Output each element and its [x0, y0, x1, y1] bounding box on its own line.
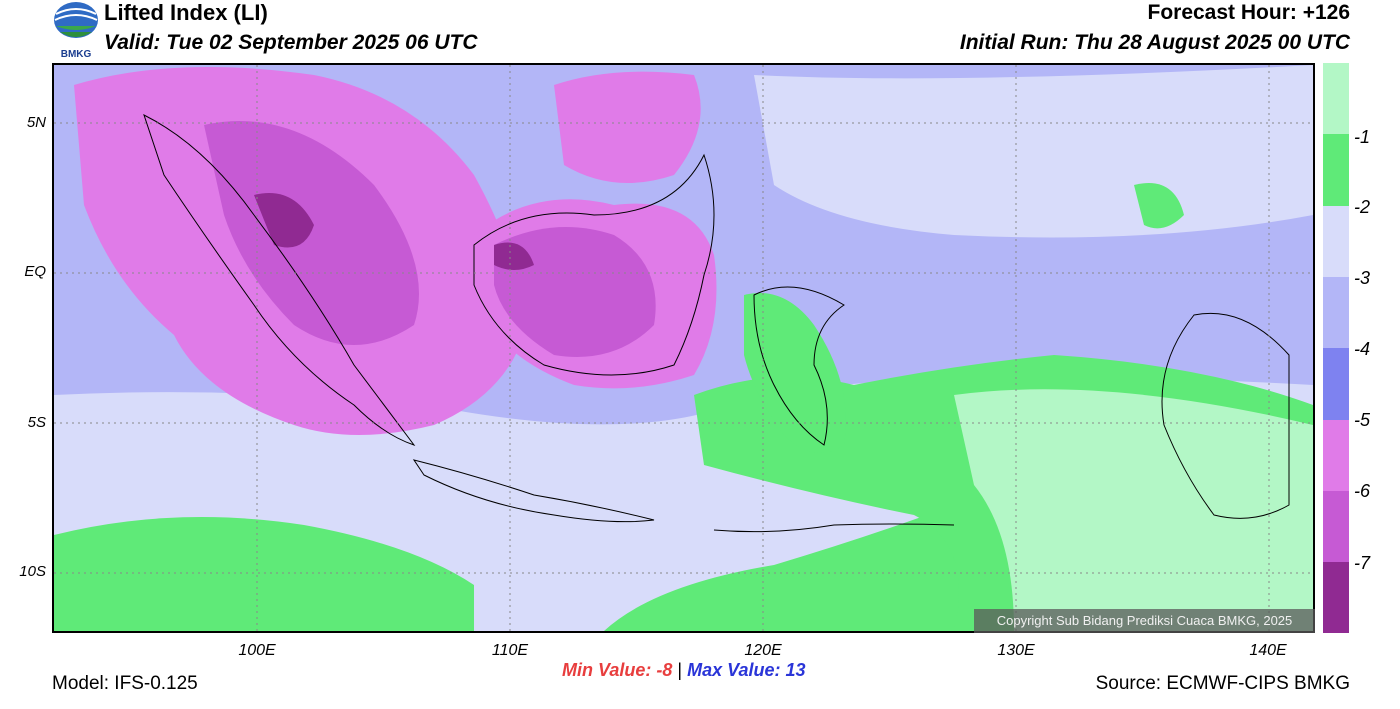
lifted-index-map: [52, 63, 1315, 633]
forecast-hour: Forecast Hour: +126: [1147, 1, 1351, 24]
x-label-100e: 100E: [238, 642, 276, 659]
legend-label: -6: [1354, 481, 1371, 501]
x-label-120e: 120E: [744, 642, 782, 659]
legend-swatch: [1323, 63, 1349, 134]
min-value: -8: [656, 660, 673, 680]
data-source: Source: ECMWF-CIPS BMKG: [1095, 673, 1350, 694]
min-label: Min Value:: [562, 660, 652, 680]
y-label-5n: 5N: [26, 114, 46, 131]
legend-swatch: [1323, 277, 1349, 348]
legend-label: -4: [1354, 339, 1371, 359]
legend-swatch: [1323, 562, 1349, 633]
max-value: 13: [785, 660, 806, 680]
x-label-130e: 130E: [997, 642, 1035, 659]
legend-swatch: [1323, 206, 1349, 277]
legend-label: -7: [1354, 553, 1371, 573]
legend-swatch: [1323, 491, 1349, 562]
legend-label: -2: [1354, 197, 1371, 217]
legend-label: -1: [1354, 127, 1371, 147]
model-name: Model: IFS-0.125: [52, 673, 198, 694]
copyright-note: Copyright Sub Bidang Prediksi Cuaca BMKG…: [974, 609, 1315, 633]
valid-time: Valid: Tue 02 September 2025 06 UTC: [104, 31, 478, 54]
min-max-values: Min Value: -8 | Max Value: 13: [562, 660, 806, 681]
initial-run: Initial Run: Thu 28 August 2025 00 UTC: [959, 31, 1350, 54]
separator: |: [677, 660, 683, 680]
legend-swatch: [1323, 420, 1349, 491]
y-label-eq: EQ: [24, 263, 46, 280]
y-label-10s: 10S: [19, 563, 46, 580]
max-label: Max Value:: [687, 660, 781, 680]
x-label-140e: 140E: [1249, 642, 1287, 659]
map-title: Lifted Index (LI): [104, 0, 268, 25]
legend-label: -3: [1354, 268, 1371, 288]
legend-swatch: [1323, 134, 1349, 206]
legend-swatch: [1323, 348, 1349, 420]
bmkg-logo: BMKG: [52, 0, 100, 60]
x-label-110e: 110E: [491, 642, 529, 659]
legend-label: -5: [1354, 410, 1371, 430]
logo-wordmark: BMKG: [61, 49, 92, 60]
color-legend: [1323, 63, 1349, 633]
y-label-5s: 5S: [27, 414, 46, 431]
